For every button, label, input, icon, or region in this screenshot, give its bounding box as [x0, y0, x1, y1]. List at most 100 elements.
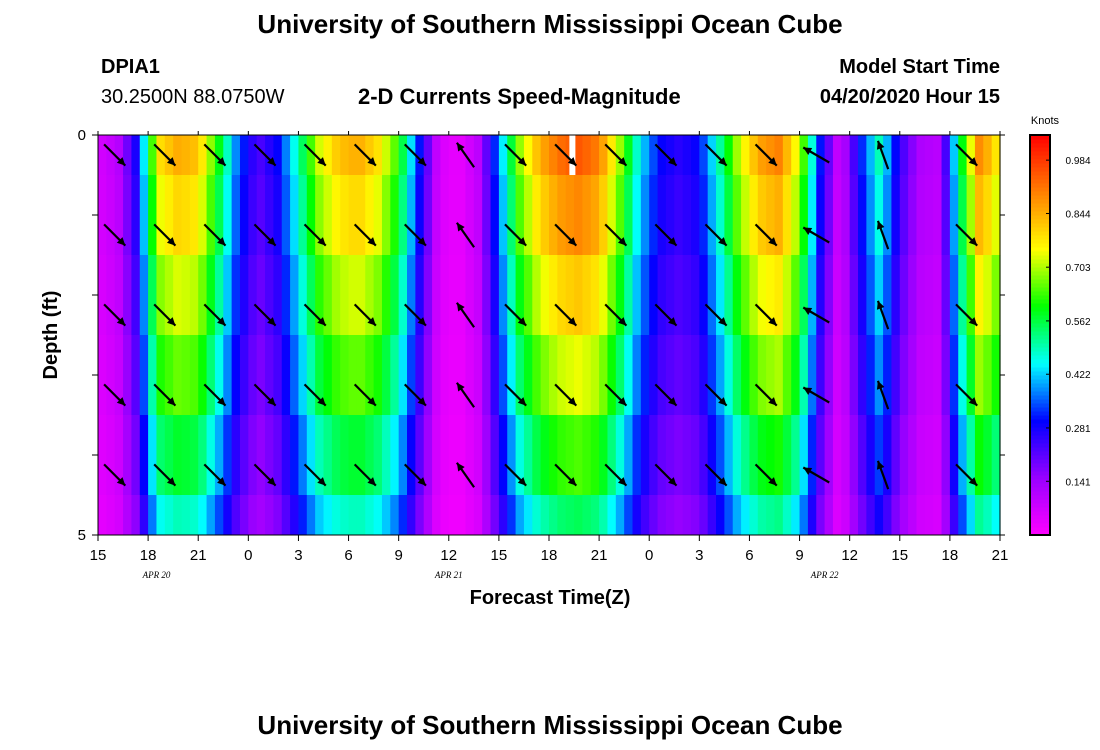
current-arrow [554, 143, 578, 167]
heatmap-cell [106, 255, 116, 336]
heatmap-cell [148, 135, 158, 176]
colorbar-segment [1030, 239, 1050, 244]
current-arrow [876, 140, 890, 170]
heatmap-cell [933, 255, 943, 336]
current-arrow [802, 386, 830, 404]
heatmap-cell [665, 175, 675, 256]
heatmap-cell [974, 135, 984, 176]
heatmap-cell [490, 335, 500, 416]
heatmap-cell [632, 335, 642, 416]
heatmap-cell [799, 495, 809, 536]
heatmap-cell [741, 415, 751, 496]
heatmap-cell [156, 415, 166, 496]
heatmap-cell [223, 135, 233, 176]
heatmap-cell [139, 255, 149, 336]
heatmap-cell [473, 495, 483, 536]
colorbar-segment [1030, 439, 1050, 444]
heatmap-cell [448, 255, 458, 336]
current-arrow [253, 303, 277, 327]
heatmap-cell [164, 175, 174, 256]
heatmap-cell [824, 135, 834, 176]
heatmap-cell [214, 175, 224, 256]
heatmap-cell [682, 415, 692, 496]
colorbar-segment [1030, 355, 1050, 360]
heatmap-cell [390, 495, 400, 536]
heatmap-cell [607, 255, 617, 336]
current-arrow [103, 463, 127, 487]
heatmap-cell [256, 255, 266, 336]
colorbar-segment [1030, 467, 1050, 472]
heatmap-cell [390, 335, 400, 416]
heatmap-cell [665, 255, 675, 336]
heatmap-cell [540, 335, 550, 416]
heatmap-cell [239, 255, 249, 336]
heatmap-cell [782, 415, 792, 496]
colorbar-segment [1030, 491, 1050, 496]
heatmap-cell [473, 415, 483, 496]
heatmap-cell [599, 335, 609, 416]
heatmap-cell [582, 495, 592, 536]
heatmap-cell [557, 135, 567, 176]
heatmap-cell [440, 255, 450, 336]
current-arrow [802, 306, 830, 324]
heatmap-cell [465, 415, 475, 496]
heatmap-cell [173, 135, 183, 176]
colorbar-segment [1030, 235, 1050, 240]
current-arrow [802, 466, 830, 484]
current-arrow [955, 223, 978, 247]
heatmap-cell [507, 495, 517, 536]
heatmap-cell [415, 135, 425, 176]
current-arrow [403, 383, 427, 407]
heatmap-cell [682, 175, 692, 256]
heatmap-cell [741, 255, 751, 336]
heatmap-cell [256, 415, 266, 496]
colorbar-segment [1030, 307, 1050, 312]
heatmap-cell [749, 175, 759, 256]
heatmap-cell [398, 135, 408, 176]
heatmap-cell [866, 255, 876, 336]
colorbar-segment [1030, 207, 1050, 212]
heatmap-cell [482, 415, 492, 496]
heatmap-cell [649, 495, 659, 536]
heatmap-cell [148, 495, 158, 536]
heatmap-cell [356, 335, 366, 416]
heatmap-cell [899, 495, 909, 536]
heatmap-cell [373, 175, 383, 256]
heatmap-cell [899, 415, 909, 496]
heatmap-cell [899, 175, 909, 256]
current-arrow [654, 463, 678, 487]
heatmap-cell [306, 495, 316, 536]
heatmap-cell [340, 415, 350, 496]
colorbar-segment [1030, 435, 1050, 440]
heatmap-cell [532, 255, 542, 336]
heatmap-cell [816, 135, 826, 176]
heatmap-cell [173, 335, 183, 416]
heatmap-cell [123, 135, 133, 176]
heatmap-cell [841, 415, 851, 496]
heatmap-cell [974, 255, 984, 336]
heatmap-cell [557, 335, 567, 416]
heatmap-cell [231, 255, 241, 336]
colorbar-segment [1030, 255, 1050, 260]
heatmap-cell [649, 255, 659, 336]
colorbar-segment [1030, 175, 1050, 180]
heatmap-cell [415, 415, 425, 496]
heatmap-cell [665, 335, 675, 416]
current-arrow [303, 303, 327, 327]
heatmap-cell [916, 135, 926, 176]
heatmap-cell [348, 255, 358, 336]
current-arrow [704, 223, 728, 247]
colorbar-segment [1030, 443, 1050, 448]
heatmap-cell [807, 175, 817, 256]
colorbar-label: Knots [1031, 115, 1060, 127]
current-arrow [455, 462, 475, 488]
current-arrow [303, 383, 327, 407]
heatmap-cell [649, 135, 659, 176]
heatmap-cell [448, 495, 458, 536]
heatmap-cell [331, 335, 341, 416]
heatmap-cell [724, 495, 734, 536]
heatmap-cell [523, 495, 533, 536]
heatmap-cell [415, 175, 425, 256]
colorbar-segment [1030, 267, 1050, 272]
heatmap-cell [482, 335, 492, 416]
